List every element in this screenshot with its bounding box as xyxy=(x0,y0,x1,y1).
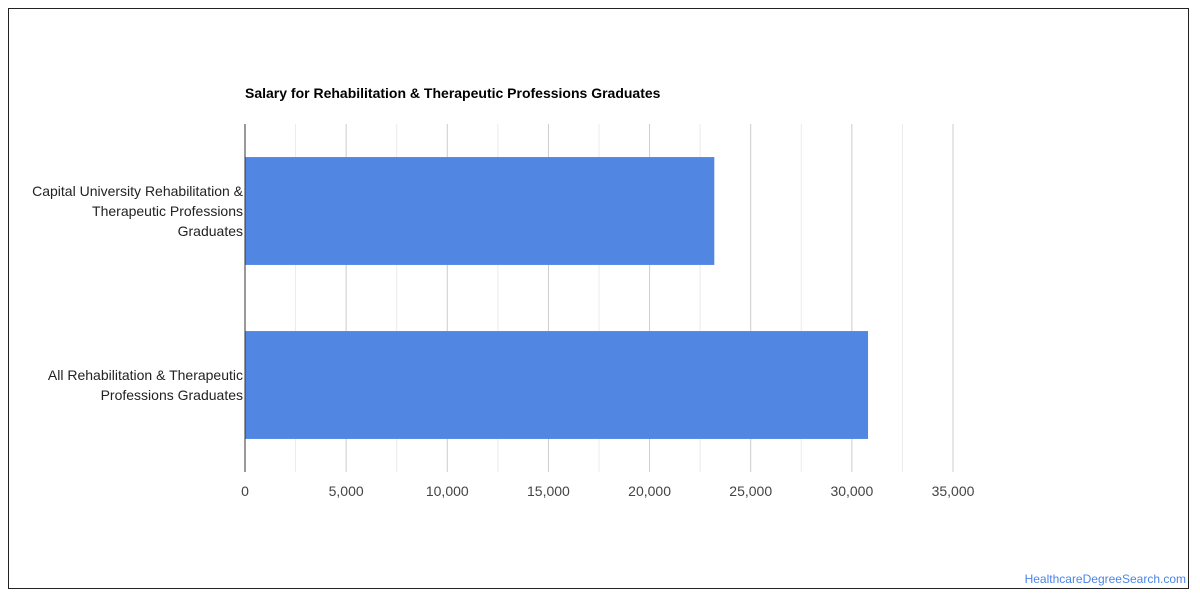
x-tick-label: 0 xyxy=(241,483,249,499)
x-tick-label: 35,000 xyxy=(932,483,975,499)
bars xyxy=(245,157,869,439)
category-label: Capital University Rehabilitation & Thera… xyxy=(32,183,244,239)
x-tick-label: 20,000 xyxy=(628,483,671,499)
x-tick-label: 30,000 xyxy=(830,483,873,499)
category-label-line: All Rehabilitation & Therapeutic xyxy=(48,367,243,383)
x-tick-label: 10,000 xyxy=(426,483,469,499)
chart-title: Salary for Rehabilitation & Therapeutic … xyxy=(245,85,661,101)
bar xyxy=(245,331,869,439)
category-label: All Rehabilitation & Therapeutic Professi… xyxy=(48,367,243,403)
bar xyxy=(245,157,715,265)
source-watermark[interactable]: HealthcareDegreeSearch.com xyxy=(1024,572,1186,586)
labels: 0 5,000 10,000 15,000 20,000 25,000 30,000 35,0… xyxy=(32,183,974,499)
category-label-line: Capital University Rehabilitation & xyxy=(32,183,244,199)
category-label-line: Graduates xyxy=(178,223,243,239)
x-tick-label: 15,000 xyxy=(527,483,570,499)
category-label-line: Therapeutic Professions xyxy=(92,203,243,219)
x-tick-label: 25,000 xyxy=(729,483,772,499)
category-label-line: Professions Graduates xyxy=(101,387,243,403)
x-tick-label: 5,000 xyxy=(329,483,364,499)
